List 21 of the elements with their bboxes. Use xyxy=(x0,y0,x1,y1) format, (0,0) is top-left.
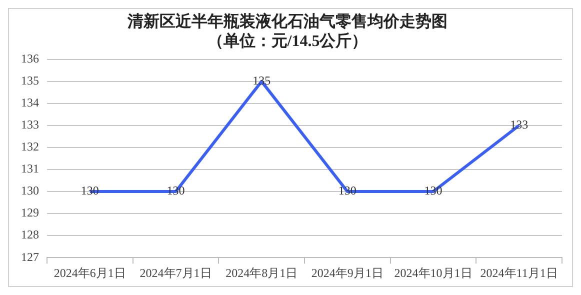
y-tick-label: 131 xyxy=(21,162,39,176)
y-tick-label: 130 xyxy=(21,184,39,198)
x-tick-label: 2024年11月1日 xyxy=(480,266,558,280)
y-tick-label: 129 xyxy=(21,206,39,220)
y-tick-label: 128 xyxy=(21,228,39,242)
y-tick-label: 134 xyxy=(21,96,39,110)
y-tick-label: 135 xyxy=(21,74,39,88)
x-tick-label: 2024年9月1日 xyxy=(311,266,384,280)
y-tick-label: 133 xyxy=(21,118,39,132)
y-tick-label: 136 xyxy=(21,52,39,66)
y-tick-label: 127 xyxy=(21,250,39,264)
chart-subtitle: （单位：元/14.5公斤） xyxy=(207,32,368,50)
data-label: 133 xyxy=(510,118,528,132)
data-label: 130 xyxy=(80,184,99,198)
y-tick-label: 132 xyxy=(21,140,39,154)
x-tick-label: 2024年7月1日 xyxy=(140,266,212,280)
data-label: 135 xyxy=(252,74,271,88)
chart-title: 清新区近半年瓶装液化石油气零售均价走势图 xyxy=(126,12,448,31)
x-tick-label: 2024年6月1日 xyxy=(54,266,126,280)
x-tick-label: 2024年10月1日 xyxy=(394,266,472,280)
x-tick-label: 2024年8月1日 xyxy=(226,266,298,280)
